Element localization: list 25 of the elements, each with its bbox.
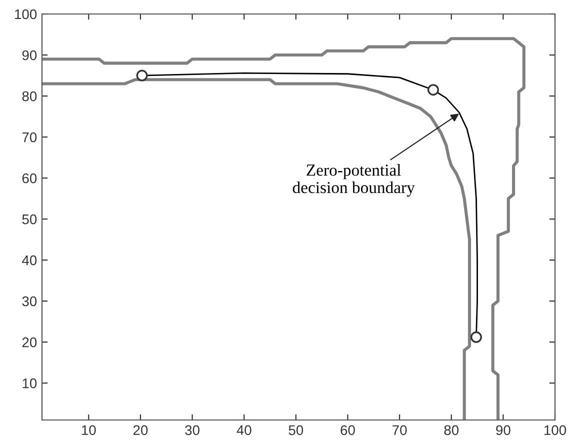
y-tick-label: 60 xyxy=(22,173,37,184)
annotation: Zero-potential decision boundary xyxy=(292,164,415,197)
x-tick-label: 20 xyxy=(133,425,148,436)
y-tick-label: 40 xyxy=(22,255,37,266)
point xyxy=(427,84,439,96)
x-tick-label: 40 xyxy=(236,425,252,436)
x-tick-label: 70 xyxy=(392,425,407,436)
y-tick-label: 100 xyxy=(15,9,37,20)
x-tick-label: 60 xyxy=(340,425,355,436)
y-tick-label: 70 xyxy=(22,132,37,142)
x-tick-label: 50 xyxy=(288,425,304,436)
point xyxy=(470,331,482,343)
x-tick-label: 10 xyxy=(82,425,96,436)
x-tick-label: 100 xyxy=(544,425,566,436)
x-tick-label: 80 xyxy=(444,425,459,436)
point xyxy=(136,70,148,82)
y-tick-label: 90 xyxy=(22,50,37,60)
y-tick-label: 50 xyxy=(22,214,37,224)
y-tick-label: 30 xyxy=(22,296,37,306)
y-tick-label: 80 xyxy=(22,91,37,102)
x-tick-label: 30 xyxy=(185,425,200,436)
y-tick-label: 10 xyxy=(22,378,37,388)
line-series xyxy=(42,37,526,420)
y-tick-label: 20 xyxy=(22,337,37,348)
x-tick-label: 90 xyxy=(496,425,510,436)
